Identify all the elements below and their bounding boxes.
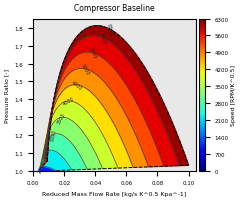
Text: 6000: 6000 [99,32,107,45]
Y-axis label: Pressure Ratio [-]: Pressure Ratio [-] [4,68,9,122]
Text: 5000: 5000 [79,63,90,76]
Text: 5500: 5500 [88,47,97,60]
Title: Compressor Baseline: Compressor Baseline [74,4,155,13]
Polygon shape [41,118,102,169]
Text: 3000: 3000 [49,128,57,142]
Text: 2500: 2500 [43,145,51,158]
Polygon shape [47,27,189,166]
Polygon shape [45,53,164,167]
Text: 4000: 4000 [62,96,75,107]
Text: 4500: 4500 [70,79,83,91]
X-axis label: Reduced Mass Flow Rate [kg/s K^0.5 Kpa^-1]: Reduced Mass Flow Rate [kg/s K^0.5 Kpa^-… [42,191,187,196]
Y-axis label: Speed [RPM/K^0.5]: Speed [RPM/K^0.5] [231,65,236,125]
Polygon shape [42,101,118,169]
Polygon shape [43,85,133,168]
Text: 6300: 6300 [106,23,114,37]
Polygon shape [39,166,56,171]
Polygon shape [46,36,179,166]
Text: 3500: 3500 [56,111,66,125]
Polygon shape [39,150,72,171]
Text: 2000: 2000 [37,160,47,173]
Polygon shape [40,134,87,170]
Polygon shape [44,69,149,168]
